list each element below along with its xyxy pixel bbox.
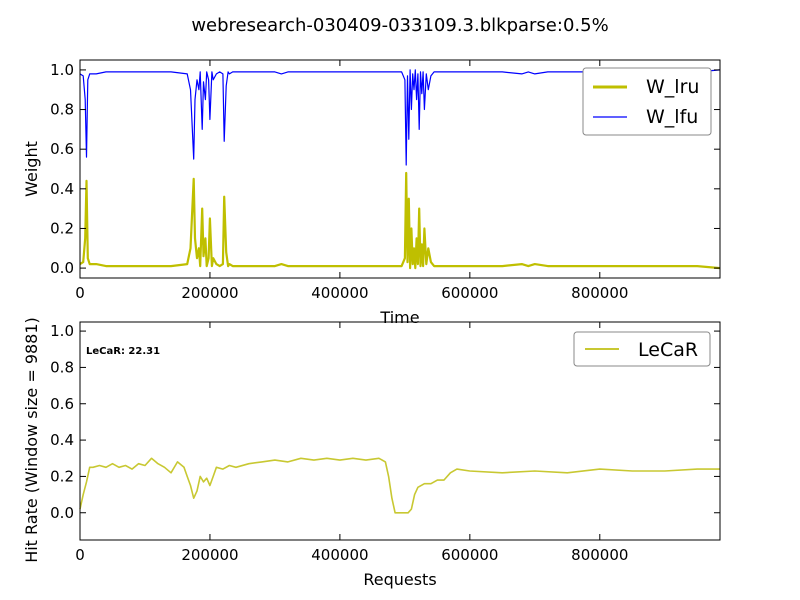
hit-rate-xlabel: Requests xyxy=(363,570,436,589)
weight-xtick-label: 800000 xyxy=(571,284,628,302)
weight-ytick-label: 0.6 xyxy=(50,140,74,158)
weight-axes-frame xyxy=(79,59,721,279)
legend-label-w-lru: W_lru xyxy=(646,76,699,98)
weight-xlabel: Time xyxy=(379,308,419,327)
weight-ytick-label: 0.8 xyxy=(50,101,74,119)
hit-rate-legend: LeCaR xyxy=(573,331,711,367)
weight-ytick-label: 0.0 xyxy=(50,259,74,277)
hit-rate-ytick-label: 0.2 xyxy=(50,467,74,485)
weight-legend: W_lru W_lfu xyxy=(582,67,712,136)
weight-ylabel: Weight xyxy=(22,141,41,197)
hit-rate-legend-box xyxy=(573,331,711,367)
legend-label-w-lfu: W_lfu xyxy=(646,106,698,128)
weight-xtick-label: 600000 xyxy=(441,284,498,302)
weight-xtick-label: 0 xyxy=(75,284,85,302)
hit-rate-xtick-label: 200000 xyxy=(181,546,238,564)
hit-rate-ytick-label: 0.6 xyxy=(50,395,74,413)
weight-chart: 0 200000 400000 600000 800000 0.0 0.2 0.4 0.6 0.8… xyxy=(22,59,721,327)
hit-rate-xtick-label: 0 xyxy=(75,546,85,564)
hit-rate-ytick-label: 0.4 xyxy=(50,431,74,449)
hit-rate-series-lines xyxy=(79,457,720,514)
hit-rate-ytick-label: 0.8 xyxy=(50,358,74,376)
legend-label-lecar: LeCaR xyxy=(638,339,698,361)
weight-series-lines xyxy=(79,69,721,270)
weight-ticks: 0 200000 400000 600000 800000 0.0 0.2 0.4 0.6 0.8… xyxy=(50,60,720,302)
weight-ytick-label: 0.2 xyxy=(50,219,74,237)
weight-line-w-lru xyxy=(79,171,721,270)
weight-xtick-label: 400000 xyxy=(311,284,368,302)
hit-rate-axes-frame xyxy=(79,321,721,541)
hit-rate-xtick-label: 600000 xyxy=(441,546,498,564)
weight-ytick-label: 1.0 xyxy=(50,61,74,79)
hit-rate-xtick-label: 400000 xyxy=(311,546,368,564)
hit-rate-ylabel: Hit Rate (Window size = 9881) xyxy=(22,317,41,563)
weight-xtick-label: 200000 xyxy=(181,284,238,302)
lecar-score-annotation: LeCaR: 22.31 xyxy=(86,346,160,357)
hit-rate-ytick-label: 0.0 xyxy=(50,504,74,522)
hit-rate-line-lecar xyxy=(79,457,720,514)
hit-rate-chart: 0 200000 400000 600000 800000 0.0 0.2 0.4 0.6 0.8… xyxy=(22,317,721,589)
hit-rate-xtick-label: 800000 xyxy=(571,546,628,564)
figure-title: webresearch-030409-033109.3.blkparse:0.5… xyxy=(191,15,608,36)
weight-ytick-label: 0.4 xyxy=(50,180,74,198)
hit-rate-ytick-label: 1.0 xyxy=(50,322,74,340)
weight-line-w-lfu xyxy=(79,69,721,166)
hit-rate-ticks: 0 200000 400000 600000 800000 0.0 0.2 0.4 0.6 0.8… xyxy=(50,322,720,564)
weight-legend-box xyxy=(582,67,712,136)
